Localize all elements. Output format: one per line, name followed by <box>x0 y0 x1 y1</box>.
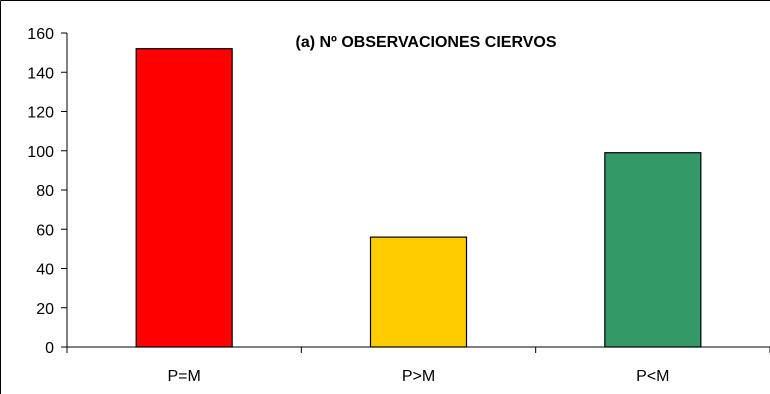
y-tick-label: 60 <box>36 222 54 239</box>
y-tick-label: 40 <box>36 262 54 279</box>
bar-3 <box>604 152 702 348</box>
x-category-label: P=M <box>167 368 200 385</box>
y-tick-label: 140 <box>27 65 54 82</box>
x-category-label: P>M <box>402 368 435 385</box>
y-tick-label: 80 <box>36 183 54 200</box>
chart-title: (a) Nº OBSERVACIONES CIERVOS <box>295 34 556 51</box>
y-tick-label: 160 <box>27 26 54 43</box>
y-tick-label: 100 <box>27 144 54 161</box>
bar-1 <box>135 48 233 348</box>
bar-2 <box>369 236 468 348</box>
y-tick-label: 0 <box>45 340 54 357</box>
y-tick-label: 120 <box>27 105 54 122</box>
x-category-label: P<M <box>636 368 669 385</box>
y-tick-label: 20 <box>36 301 54 318</box>
